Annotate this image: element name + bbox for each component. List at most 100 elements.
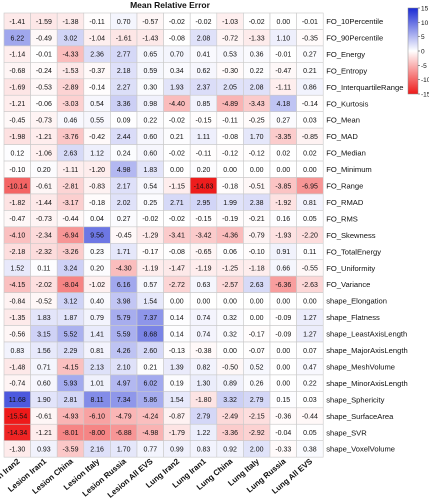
cell-value: 0.00 bbox=[223, 348, 237, 355]
row-label: shape_Elongation bbox=[326, 297, 387, 306]
cell-value: 0.32 bbox=[223, 315, 237, 322]
cell-value: -0.57 bbox=[142, 19, 158, 26]
cell-value: 0.32 bbox=[223, 331, 237, 338]
cell-value: -4.36 bbox=[222, 233, 238, 240]
cell-value: -0.08 bbox=[222, 134, 238, 141]
cell-value: -4.98 bbox=[142, 430, 158, 437]
cell-value: 0.27 bbox=[303, 52, 317, 59]
cell-value: -0.19 bbox=[222, 216, 238, 223]
cell-value: -0.06 bbox=[36, 101, 52, 108]
cell-value: 0.16 bbox=[276, 216, 290, 223]
cell-value: 1.70 bbox=[117, 447, 131, 454]
cell-value: -0.55 bbox=[302, 266, 318, 273]
row-label: FO_Energy bbox=[326, 50, 365, 59]
cell-value: -0.01 bbox=[302, 19, 318, 26]
cell-value: 0.60 bbox=[143, 150, 157, 157]
cell-value: 0.74 bbox=[197, 331, 211, 338]
cell-value: -0.73 bbox=[36, 216, 52, 223]
cell-value: 1.54 bbox=[170, 397, 184, 404]
cell-value: -0.47 bbox=[9, 216, 25, 223]
cell-value: -0.01 bbox=[36, 52, 52, 59]
cell-value: -0.68 bbox=[9, 68, 25, 75]
cell-value: 0.02 bbox=[303, 150, 317, 157]
cell-value: 0.27 bbox=[117, 216, 131, 223]
cell-value: 0.53 bbox=[223, 52, 237, 59]
cell-value: 0.22 bbox=[143, 118, 157, 125]
cell-value: -0.84 bbox=[9, 298, 25, 305]
cell-value: 0.60 bbox=[143, 134, 157, 141]
cell-value: 0.14 bbox=[170, 331, 184, 338]
cell-value: -0.87 bbox=[169, 414, 185, 421]
cell-value: -3.42 bbox=[196, 233, 212, 240]
cell-value: -14.83 bbox=[194, 183, 214, 190]
row-label: shape_SVR bbox=[326, 428, 367, 437]
cell-value: 0.82 bbox=[197, 364, 211, 371]
cell-value: 6.16 bbox=[117, 282, 131, 289]
legend-tick-label: 5 bbox=[421, 34, 425, 41]
row-label: shape_MinorAxisLength bbox=[326, 379, 407, 388]
cell-value: -1.11 bbox=[63, 167, 79, 174]
cell-value: 2.00 bbox=[250, 447, 264, 454]
cell-value: 0.34 bbox=[170, 68, 184, 75]
cell-value: -0.02 bbox=[169, 150, 185, 157]
cell-value: -0.21 bbox=[249, 216, 265, 223]
cell-value: -1.30 bbox=[9, 447, 25, 454]
cell-value: -1.19 bbox=[142, 266, 158, 273]
cell-value: 0.20 bbox=[37, 167, 51, 174]
cell-value: -1.48 bbox=[9, 364, 25, 371]
row-label: shape_Sphericity bbox=[326, 395, 384, 404]
cell-value: 2.08 bbox=[250, 85, 264, 92]
cell-value: 0.22 bbox=[250, 68, 264, 75]
column-label: Lesion All EVS bbox=[106, 456, 155, 499]
cell-value: -3.59 bbox=[63, 447, 79, 454]
cell-value: 0.36 bbox=[250, 52, 264, 59]
cell-value: 0.60 bbox=[37, 381, 51, 388]
cell-value: -4.93 bbox=[63, 414, 79, 421]
cell-value: 0.21 bbox=[143, 364, 157, 371]
cell-value: -0.36 bbox=[275, 414, 291, 421]
cell-value: -0.37 bbox=[89, 68, 105, 75]
cell-value: 0.40 bbox=[90, 298, 104, 305]
cell-value: 11.68 bbox=[9, 397, 26, 404]
cell-value: -0.51 bbox=[249, 183, 265, 190]
cell-value: 0.65 bbox=[143, 52, 157, 59]
cell-value: -1.04 bbox=[89, 35, 105, 42]
cell-value: 2.05 bbox=[223, 85, 237, 92]
row-label: FO_Entropy bbox=[326, 66, 367, 75]
cell-value: 0.11 bbox=[303, 249, 316, 256]
cell-value: 0.00 bbox=[250, 167, 264, 174]
cell-value: -0.72 bbox=[222, 35, 238, 42]
cell-value: -1.29 bbox=[142, 233, 158, 240]
cell-value: 0.52 bbox=[250, 364, 264, 371]
cell-value: -6.36 bbox=[275, 282, 291, 289]
cell-value: -0.02 bbox=[169, 216, 185, 223]
cell-value: 1.52 bbox=[10, 266, 24, 273]
chart-title: Mean Relative Error bbox=[130, 0, 211, 10]
cell-value: 0.63 bbox=[197, 282, 211, 289]
cell-value: 3.98 bbox=[117, 298, 131, 305]
cell-value: -0.17 bbox=[249, 331, 265, 338]
cell-value: 1.99 bbox=[223, 200, 237, 207]
cell-value: 1.56 bbox=[37, 348, 51, 355]
cell-value: -3.43 bbox=[249, 101, 265, 108]
cell-value: 0.62 bbox=[197, 68, 211, 75]
legend-colorbar bbox=[407, 7, 419, 95]
cell-value: 0.00 bbox=[303, 167, 317, 174]
row-label: shape_SurfaceArea bbox=[326, 412, 394, 421]
cell-value: -0.18 bbox=[89, 200, 105, 207]
cell-value: -1.79 bbox=[169, 430, 185, 437]
legend-tick-label: 0 bbox=[421, 49, 425, 56]
cell-value: 0.70 bbox=[117, 19, 131, 26]
cell-value: -1.33 bbox=[249, 35, 265, 42]
cell-value: -0.56 bbox=[9, 331, 25, 338]
cell-value: -3.36 bbox=[222, 430, 238, 437]
cell-value: -2.15 bbox=[249, 414, 265, 421]
cell-value: 0.20 bbox=[90, 266, 104, 273]
cell-value: 0.89 bbox=[223, 381, 237, 388]
cell-value: 0.83 bbox=[10, 348, 24, 355]
cell-value: -1.03 bbox=[222, 19, 238, 26]
cell-value: -0.17 bbox=[142, 249, 158, 256]
cell-value: 0.00 bbox=[303, 298, 317, 305]
